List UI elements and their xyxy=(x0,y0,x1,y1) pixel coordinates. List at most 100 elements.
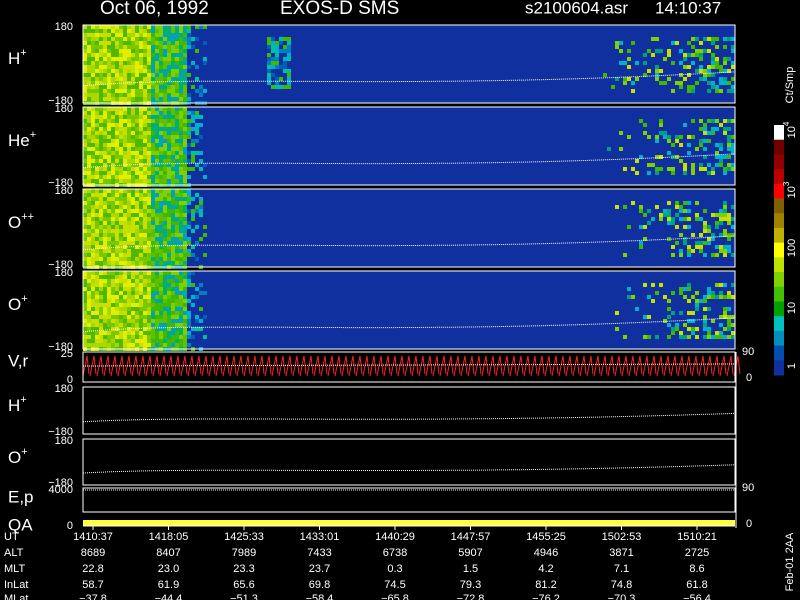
spectrogram-cell xyxy=(91,335,95,339)
line-panel xyxy=(82,351,741,383)
spectrogram-cell xyxy=(163,229,167,233)
spectrogram-cell xyxy=(127,119,131,123)
spectrogram-cell xyxy=(139,127,143,131)
spectrogram-cell xyxy=(715,331,719,335)
spectrogram-cell xyxy=(171,229,175,233)
spectrogram-cell xyxy=(155,81,159,85)
spectrogram-cell xyxy=(159,209,163,213)
spectrogram-cell xyxy=(135,275,139,279)
spectrogram-cell xyxy=(199,151,203,155)
spectrogram-cell xyxy=(131,175,135,179)
spectrogram-cell xyxy=(715,295,719,299)
spectrogram-cell xyxy=(699,41,703,45)
spectrogram-cell xyxy=(151,303,155,307)
spectrogram-cell xyxy=(155,107,159,111)
spectrogram-cell xyxy=(131,147,135,151)
spectrogram-cell xyxy=(719,213,723,217)
spectrogram-cell xyxy=(131,275,135,279)
spectrogram-cell xyxy=(167,253,171,257)
spectrogram-cell xyxy=(187,97,191,101)
spectrogram-cell xyxy=(95,253,99,257)
spectrogram-cell xyxy=(83,217,87,221)
spectrogram-cell xyxy=(643,61,647,65)
spectrogram-cell xyxy=(167,213,171,217)
spectrogram-cell xyxy=(111,73,115,77)
spectrogram-cell xyxy=(163,315,167,319)
spectrogram-cell xyxy=(115,205,119,209)
spectrogram-cell xyxy=(127,151,131,155)
spectrogram-cell xyxy=(167,115,171,119)
spectrogram-cell xyxy=(151,343,155,347)
spectrogram-cell xyxy=(87,143,91,147)
spectrogram-cell xyxy=(115,65,119,69)
spectrogram-cell xyxy=(191,61,195,65)
spectrogram-cell xyxy=(119,93,123,97)
spectrogram-cell xyxy=(127,37,131,41)
spectrogram-cell xyxy=(127,147,131,151)
spectrogram-cell xyxy=(143,85,147,89)
spectrogram-cell xyxy=(143,57,147,61)
spectrogram-cell xyxy=(87,135,91,139)
spectrogram-cell xyxy=(139,205,143,209)
spectrogram-cell xyxy=(119,139,123,143)
spectrogram-cell xyxy=(95,241,99,245)
spectrogram-cell xyxy=(163,135,167,139)
spectrogram-cell xyxy=(135,111,139,115)
spectrogram-cell xyxy=(91,221,95,225)
spectrogram-cell xyxy=(95,111,99,115)
spectrogram-cell xyxy=(687,283,691,287)
spectrogram-cell xyxy=(87,45,91,49)
spectrogram-cell xyxy=(147,89,151,93)
spectrogram-cell xyxy=(131,319,135,323)
spectrogram-cell xyxy=(91,241,95,245)
spectrogram-cell xyxy=(143,151,147,155)
spectrogram-cell xyxy=(99,295,103,299)
spectrogram-cell xyxy=(171,69,175,73)
spectrogram-cell xyxy=(91,225,95,229)
spectrogram-cell xyxy=(719,323,723,327)
spectrogram-cell xyxy=(183,175,187,179)
spectrogram-cell xyxy=(91,65,95,69)
spectrogram-cell xyxy=(127,139,131,143)
spectrogram-cell xyxy=(147,61,151,65)
spectrogram-cell xyxy=(115,315,119,319)
spectrogram-cell xyxy=(143,143,147,147)
spectrogram-cell xyxy=(199,307,203,311)
spectrogram-cell xyxy=(195,115,199,119)
spectrogram-cell xyxy=(111,343,115,347)
spectrogram-cell xyxy=(639,225,643,229)
spectrogram-cell xyxy=(179,53,183,57)
spectrogram-cell xyxy=(135,343,139,347)
spectrogram-cell xyxy=(731,225,735,229)
spectrogram-cell xyxy=(155,291,159,295)
spectrogram-cell xyxy=(115,115,119,119)
spectrogram-cell xyxy=(123,233,127,237)
spectrogram-cell xyxy=(103,167,107,171)
spectrogram-cell xyxy=(699,69,703,73)
spectrogram-cell xyxy=(683,335,687,339)
spectrogram-cell xyxy=(647,221,651,225)
spectrogram-cell xyxy=(151,61,155,65)
table-value: 74.5 xyxy=(384,579,405,591)
spectrogram-cell xyxy=(99,279,103,283)
spectrogram-cell xyxy=(187,271,191,275)
spectrogram-cell xyxy=(111,287,115,291)
spectrogram-cell xyxy=(83,275,87,279)
spectrogram-cell xyxy=(187,315,191,319)
spectrogram-cell xyxy=(159,331,163,335)
spectrogram-cell xyxy=(619,131,623,135)
spectrogram-cell xyxy=(195,257,199,261)
spectrogram-cell xyxy=(155,217,159,221)
spectrogram-cell xyxy=(115,25,119,29)
spectrogram-cell xyxy=(163,233,167,237)
spectrogram-cell xyxy=(95,307,99,311)
spectrogram-cell xyxy=(131,189,135,193)
spectrogram-cell xyxy=(135,217,139,221)
spectrogram-cell xyxy=(695,53,699,57)
spectrogram-cell xyxy=(199,89,203,93)
spectrogram-cell xyxy=(127,221,131,225)
spectrogram-cell xyxy=(159,57,163,61)
spectrogram-cell xyxy=(139,57,143,61)
spectrogram-cell xyxy=(119,57,123,61)
spectrogram-cell xyxy=(179,45,183,49)
